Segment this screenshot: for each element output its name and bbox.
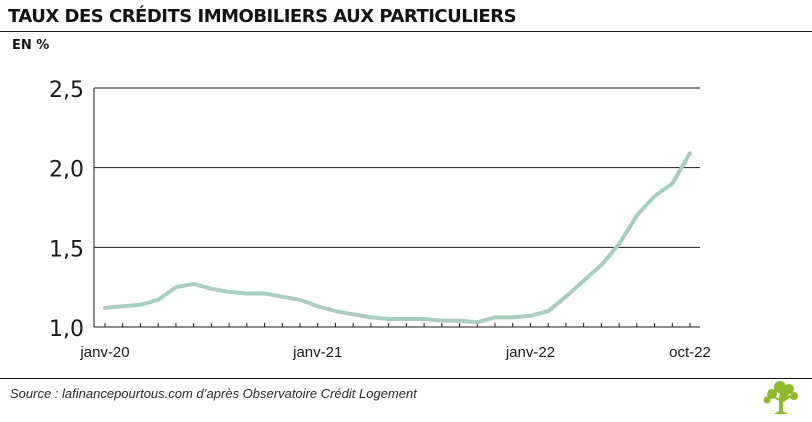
- y-tick-label: 2,0: [49, 158, 84, 183]
- unit-label: EN %: [12, 38, 50, 53]
- tree-logo-icon: [763, 381, 798, 414]
- y-tick-label: 1,0: [49, 317, 84, 342]
- y-tick-label: 1,5: [49, 237, 84, 262]
- series-line: [103, 151, 692, 325]
- gridlines: [94, 87, 700, 248]
- y-axis-tick-labels: 1,0 1,5 2,0 2,5: [49, 78, 84, 342]
- chart-title: TAUX DES CRÉDITS IMMOBILIERS AUX PARTICU…: [8, 6, 517, 27]
- x-tick-label: oct-22: [669, 344, 711, 361]
- x-tick-label: janv-22: [505, 344, 555, 361]
- series: [103, 151, 692, 325]
- x-tick-label: janv-21: [292, 344, 342, 361]
- title-divider: [0, 31, 812, 32]
- source-divider: [0, 378, 812, 379]
- axes: [93, 88, 700, 328]
- source-note: Source : lafinancepourtous.com d’après O…: [10, 386, 417, 401]
- x-axis-tick-labels: janv-20 janv-21 janv-22 oct-22: [79, 344, 710, 361]
- y-tick-label: 2,5: [49, 78, 84, 103]
- x-tick-label: janv-20: [79, 344, 129, 361]
